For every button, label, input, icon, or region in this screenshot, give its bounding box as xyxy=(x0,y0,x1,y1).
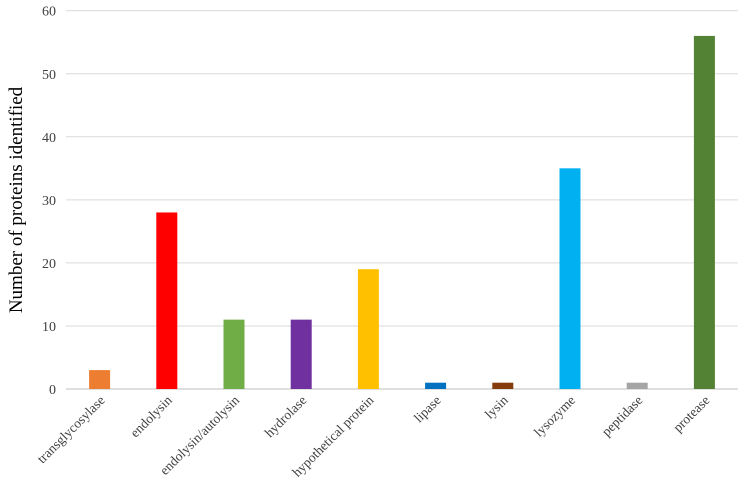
x-tick-label: transglycosylase xyxy=(34,393,108,467)
x-tick-label: lysozyme xyxy=(531,393,578,440)
x-tick-label: lysin xyxy=(482,392,511,421)
bar-lysozyme xyxy=(559,168,581,389)
bar-lipase xyxy=(425,382,447,389)
y-tick-label: 30 xyxy=(42,194,56,209)
x-tick-label: lipase xyxy=(411,393,444,426)
x-tick-label: endolysin xyxy=(127,392,175,440)
y-tick-label: 60 xyxy=(42,5,56,20)
y-tick-label: 10 xyxy=(42,320,56,335)
bar-lysin xyxy=(492,382,514,389)
y-tick-label: 0 xyxy=(49,383,56,398)
bar-endolysin-autolysin xyxy=(223,319,245,389)
x-tick-label: peptidase xyxy=(599,393,646,440)
y-axis-ticks: 0 10 20 30 40 50 60 xyxy=(42,5,56,398)
y-tick-label: 40 xyxy=(42,131,56,146)
bar-protease xyxy=(693,35,715,390)
y-tick-label: 20 xyxy=(42,257,56,272)
bars xyxy=(89,35,715,390)
y-axis-label: Number of proteins identified xyxy=(6,86,27,313)
y-tick-label: 50 xyxy=(42,68,56,83)
bar-endolysin xyxy=(156,212,178,389)
x-tick-label: hydrolase xyxy=(262,393,310,441)
bar-peptidase xyxy=(626,382,648,389)
bar-hydrolase xyxy=(290,319,312,389)
gridlines xyxy=(66,10,738,390)
bar-transglycosylase xyxy=(89,370,111,389)
x-axis-labels: transglycosylase endolysinendolysin/autol… xyxy=(34,392,713,479)
bar-hypothetical-protein xyxy=(357,269,379,389)
x-tick-label: protease xyxy=(670,393,712,435)
